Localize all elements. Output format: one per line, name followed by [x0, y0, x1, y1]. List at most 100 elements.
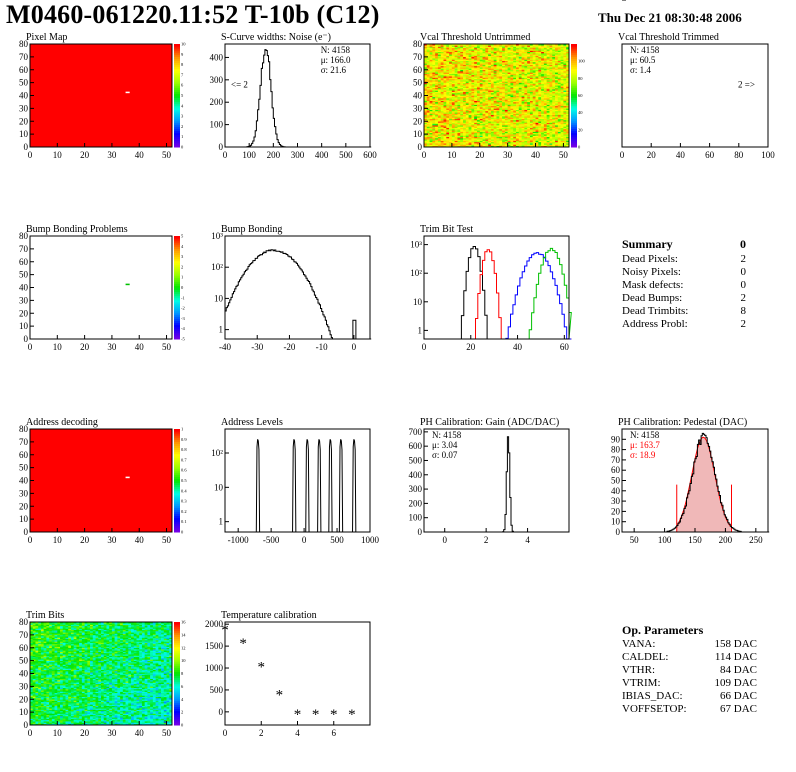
heatmap-cell — [496, 136, 500, 139]
heatmap-cell — [488, 46, 492, 49]
heatmap-cell — [476, 68, 481, 71]
heatmap-cell — [504, 135, 508, 137]
heatmap-cell — [476, 130, 481, 132]
heatmap-cell — [493, 76, 497, 78]
heatmap-cell — [552, 94, 556, 96]
heatmap-cell — [432, 85, 436, 87]
heatmap-cell — [532, 141, 536, 144]
heatmap-cell — [502, 128, 506, 131]
heatmap-cell — [476, 72, 481, 74]
heatmap-cell — [510, 89, 514, 91]
heatmap-cell — [446, 80, 450, 82]
heatmap-cell — [502, 72, 506, 74]
heatmap-cell — [432, 89, 436, 91]
heatmap-cell — [463, 82, 467, 85]
heatmap-cell — [451, 110, 455, 113]
heatmap-cell — [429, 135, 433, 137]
x-tick-label: 20 — [80, 342, 90, 352]
heatmap-cell — [435, 58, 439, 60]
heatmap-cell — [426, 49, 430, 51]
heatmap-cell — [485, 94, 489, 96]
heatmap-cell — [535, 94, 539, 96]
heatmap-cell — [535, 50, 539, 53]
heatmap-cell — [529, 112, 534, 114]
heatmap-cell — [507, 73, 511, 76]
heatmap-cell — [435, 65, 439, 68]
heatmap-cell — [435, 104, 439, 107]
heatmap-cell — [493, 44, 497, 46]
heatmap-cell — [454, 68, 458, 71]
heatmap-cell — [490, 90, 495, 92]
heatmap-cell — [555, 121, 559, 123]
heatmap-cell — [446, 51, 450, 54]
heatmap-cell — [485, 116, 489, 118]
heatmap-cell — [488, 83, 492, 86]
heatmap-cell — [476, 131, 481, 134]
heatmap-cell — [535, 49, 539, 51]
heatmap-cell — [502, 96, 506, 99]
heatmap-cell — [429, 64, 433, 67]
heatmap-cell — [460, 99, 464, 101]
heatmap-cell — [504, 127, 508, 130]
heatmap-cell — [471, 119, 475, 122]
heatmap-cell — [432, 62, 436, 64]
x-tick-label: 1000 — [361, 535, 380, 545]
heatmap-cell — [468, 51, 472, 54]
heatmap-cell — [30, 692, 34, 695]
heatmap-cell — [543, 99, 547, 101]
y-tick-label: 80 — [19, 424, 29, 434]
color-bar-segment — [174, 293, 180, 297]
heatmap-cell — [449, 59, 453, 62]
heatmap-cell — [513, 44, 517, 46]
heatmap-cell — [482, 44, 486, 46]
heatmap-cell — [490, 47, 495, 50]
heatmap-cell — [437, 108, 442, 110]
heatmap-cell — [538, 113, 542, 116]
heatmap-cell — [482, 144, 486, 147]
heatmap-cell — [543, 122, 547, 125]
heatmap-cell — [560, 116, 564, 118]
color-bar-tick-label: -1 — [181, 295, 185, 300]
heatmap-cell — [440, 46, 444, 49]
heatmap-cell — [451, 107, 455, 109]
heatmap-cell — [504, 112, 508, 114]
heatmap-cell — [510, 144, 514, 147]
heatmap-cell — [443, 74, 447, 77]
heatmap-cell — [513, 91, 517, 94]
heatmap-cell — [493, 122, 497, 125]
heatmap-cell — [493, 92, 497, 95]
heatmap-cell — [543, 89, 547, 91]
heatmap-cell — [460, 72, 464, 74]
color-bar-tick-label: 0.5 — [181, 478, 187, 483]
heatmap-cell — [499, 108, 503, 110]
heatmap-cell — [432, 122, 436, 125]
color-bar-segment — [174, 330, 180, 334]
heatmap-cell — [529, 141, 534, 144]
heatmap-cell — [449, 119, 453, 122]
heatmap-cell — [426, 140, 430, 143]
heatmap-cell — [429, 96, 433, 99]
heatmap-cell — [518, 126, 522, 128]
y-tick-label: 70 — [413, 52, 423, 62]
heatmap-cell — [507, 62, 511, 64]
heatmap-cell — [502, 126, 506, 128]
heatmap-cell — [513, 123, 517, 126]
heatmap-cell — [488, 103, 492, 105]
heatmap-cell — [32, 678, 36, 681]
heatmap-cell — [518, 134, 522, 136]
heatmap-cell — [476, 51, 481, 54]
heatmap-cell — [527, 72, 531, 74]
heatmap-cell — [496, 90, 500, 92]
heatmap-cell — [560, 45, 564, 47]
heatmap-cell — [546, 123, 550, 126]
heatmap-cell — [510, 54, 514, 56]
heatmap-cell — [546, 109, 550, 112]
heatmap-cell — [437, 69, 442, 72]
y-tick-label: 10³ — [608, 0, 620, 2]
heatmap-cell — [440, 45, 444, 47]
heatmap-cell — [516, 113, 520, 116]
y-tick-label: 40 — [611, 486, 621, 496]
y-tick-label: 70 — [19, 437, 29, 447]
heatmap-cell — [471, 118, 475, 121]
y-tick-label: 400 — [409, 470, 423, 480]
